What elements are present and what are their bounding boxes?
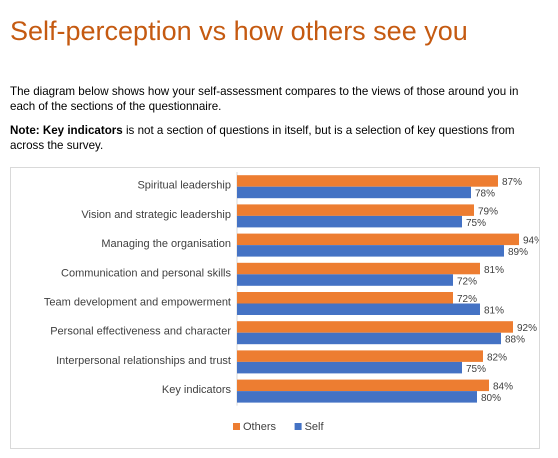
bar-others	[237, 292, 453, 304]
bar-others	[237, 233, 519, 246]
bar-others	[237, 321, 513, 333]
category-label: Personal effectiveness and character	[50, 326, 231, 338]
note-rest: is not a section of questions in itself,…	[10, 124, 515, 152]
bar-self	[237, 186, 471, 199]
legend-label-others: Others	[243, 421, 277, 433]
data-label: 89%	[508, 247, 528, 258]
note-bold: Note: Key indicators	[10, 124, 123, 137]
bar-others	[237, 350, 483, 362]
intro-text: The diagram below shows how your self-as…	[10, 85, 519, 113]
note-text: Note: Key indicators is not a section of…	[10, 123, 542, 153]
chart-frame: Spiritual leadership 87% 78% Vision and str…	[10, 167, 540, 449]
data-label: 80%	[481, 393, 501, 404]
category-label: Spiritual leadership	[137, 180, 231, 192]
category-label: Communication and personal skills	[61, 267, 231, 279]
data-label: 75%	[466, 218, 486, 229]
data-label: 81%	[484, 306, 504, 317]
category-label: Team development and empowerment	[44, 297, 231, 309]
data-label: 79%	[478, 206, 498, 217]
bar-others	[237, 175, 498, 187]
data-label: 81%	[484, 265, 504, 276]
category-label: Vision and strategic leadership	[81, 209, 231, 221]
data-label: 75%	[466, 364, 486, 375]
data-label: 78%	[475, 189, 495, 200]
legend-label-self: Self	[305, 421, 325, 433]
data-label: 88%	[505, 335, 525, 346]
page-title: Self-perception vs how others see you	[10, 16, 468, 46]
bar-self	[237, 332, 501, 345]
data-label: 84%	[493, 382, 513, 393]
bar-self	[237, 245, 504, 257]
category-label: Managing the organisation	[101, 238, 231, 250]
category-label: Interpersonal relationships and trust	[56, 355, 231, 367]
bar-others	[237, 262, 480, 275]
data-label: 82%	[487, 352, 507, 363]
data-label: 94%	[523, 236, 539, 247]
data-label: 87%	[502, 177, 522, 188]
data-label: 72%	[457, 276, 477, 287]
legend-swatch-others	[233, 423, 240, 430]
legend-swatch-self	[294, 423, 302, 430]
category-label: Key indicators	[162, 384, 232, 396]
bar-self	[237, 361, 462, 374]
bar-self	[237, 274, 453, 286]
bar-chart: Spiritual leadership 87% 78% Vision and str…	[44, 172, 539, 433]
data-label: 72%	[457, 294, 477, 305]
bar-self	[237, 303, 480, 315]
bar-others	[237, 204, 474, 216]
bar-self	[237, 215, 462, 228]
data-label: 92%	[517, 323, 537, 334]
bar-others	[237, 379, 489, 392]
bar-self	[237, 391, 477, 403]
